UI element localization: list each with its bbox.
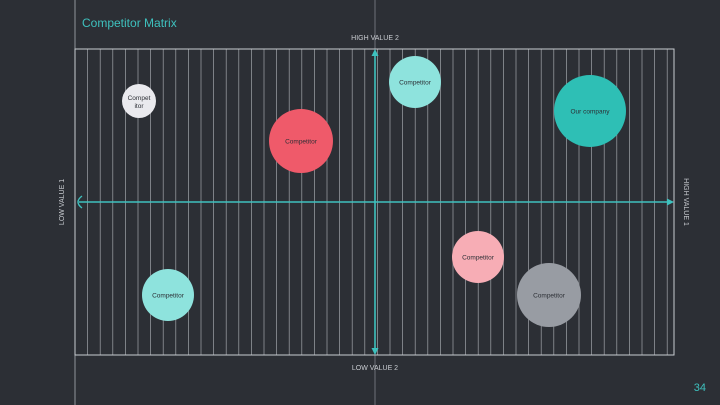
bubble-label: Our company: [570, 109, 610, 116]
axis-label-left: LOW VALUE 1: [59, 179, 66, 225]
bubble-competitor-pink[interactable]: Competitor: [452, 231, 504, 283]
bubble-competitor-gray[interactable]: Competitor: [517, 263, 581, 327]
bubble-circle: [142, 269, 194, 321]
bubble-label: Competitor: [533, 293, 566, 300]
page-number: 34: [693, 382, 706, 394]
bubble-competitor-red[interactable]: Competitor: [269, 109, 333, 173]
bubble-circle: [122, 84, 156, 118]
arrowhead-left: [77, 195, 83, 209]
bubble-competitor-bottom-cyan[interactable]: Competitor: [142, 269, 194, 321]
bubble-circle: [554, 75, 626, 147]
bubble-label: Competitor: [152, 293, 185, 300]
bubble-label-line-2: itor: [134, 103, 144, 110]
bubble-label-line-1: Compet: [128, 95, 151, 102]
bubble-circle: [517, 263, 581, 327]
axis-label-top: HIGH VALUE 2: [351, 35, 399, 42]
arrowhead-right: [667, 198, 674, 206]
bubble-circle: [269, 109, 333, 173]
bubble-competitor-top-cyan[interactable]: Competitor: [389, 56, 441, 108]
axis-label-right: HIGH VALUE 1: [682, 178, 689, 226]
bubble-our-company[interactable]: Our company: [554, 75, 626, 147]
slide-title: Competitor Matrix: [82, 16, 177, 30]
bubble-label: Competitor: [399, 80, 432, 87]
bubble-label: Competitor: [285, 139, 318, 146]
bubble-competitor-white[interactable]: Compet itor: [122, 84, 156, 118]
axis-label-bottom: LOW VALUE 2: [352, 365, 398, 372]
arrowhead-bottom: [371, 348, 379, 355]
arrowhead-top: [371, 49, 379, 56]
bubble-label: Competitor: [462, 255, 495, 262]
bubble-circle: [452, 231, 504, 283]
bubble-circle: [389, 56, 441, 108]
